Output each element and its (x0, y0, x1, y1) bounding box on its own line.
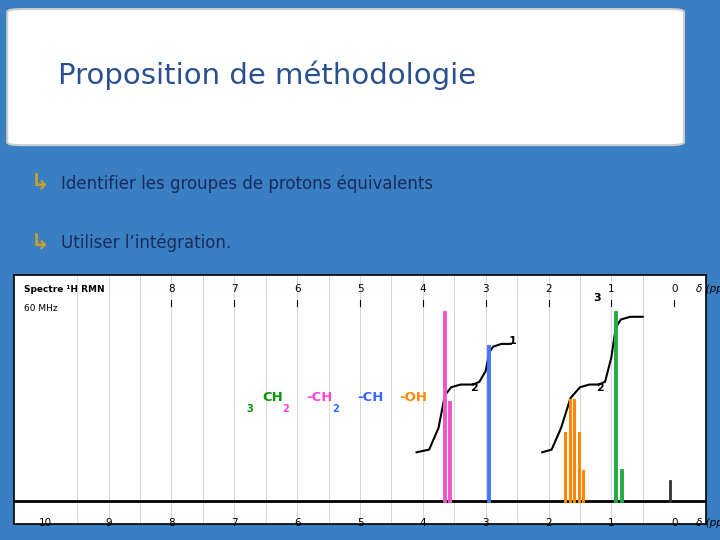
Text: 8: 8 (168, 284, 175, 294)
Text: 7: 7 (231, 518, 238, 528)
Text: -CH: -CH (307, 391, 333, 404)
Text: 6: 6 (294, 518, 300, 528)
Text: 7: 7 (231, 284, 238, 294)
Text: 3: 3 (482, 518, 489, 528)
Text: 6: 6 (294, 284, 300, 294)
Text: 5: 5 (356, 518, 364, 528)
FancyBboxPatch shape (7, 9, 684, 145)
Text: Utiliser l’intégration.: Utiliser l’intégration. (61, 234, 231, 252)
Text: 3: 3 (482, 284, 489, 294)
Text: δ (ppm): δ (ppm) (696, 518, 720, 528)
Text: -OH: -OH (399, 391, 427, 404)
Text: 1: 1 (608, 284, 615, 294)
Text: 10: 10 (40, 518, 53, 528)
Text: 3: 3 (246, 404, 253, 414)
Text: 1: 1 (508, 336, 516, 346)
Text: 2: 2 (545, 284, 552, 294)
Text: Spectre ¹H RMN: Spectre ¹H RMN (24, 285, 104, 294)
Text: 2: 2 (470, 383, 478, 393)
Text: 2: 2 (282, 404, 289, 414)
Text: ↳: ↳ (30, 173, 49, 194)
Text: Proposition de méthodologie: Proposition de méthodologie (58, 61, 476, 90)
Text: 2: 2 (545, 518, 552, 528)
Text: 0: 0 (671, 518, 678, 528)
Text: 4: 4 (420, 284, 426, 294)
Text: 3: 3 (594, 293, 601, 303)
Text: 60 MHz: 60 MHz (24, 304, 58, 313)
Text: 2: 2 (596, 383, 604, 393)
Text: Identifier les groupes de protons équivalents: Identifier les groupes de protons équiva… (61, 174, 433, 193)
Text: 4: 4 (420, 518, 426, 528)
Text: CH: CH (263, 391, 284, 404)
Text: ↳: ↳ (30, 233, 49, 253)
Text: 5: 5 (356, 284, 364, 294)
Text: 8: 8 (168, 518, 175, 528)
Text: -CH: -CH (357, 391, 383, 404)
Text: 1: 1 (608, 518, 615, 528)
Text: 9: 9 (105, 518, 112, 528)
Text: 0: 0 (671, 284, 678, 294)
Text: 2: 2 (333, 404, 339, 414)
Text: δ (ppm): δ (ppm) (696, 284, 720, 294)
